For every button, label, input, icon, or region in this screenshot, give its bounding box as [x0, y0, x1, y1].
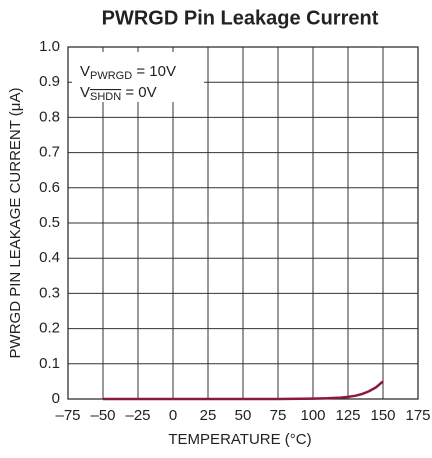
x-tick-label: –50: [90, 407, 115, 424]
y-tick-label: 0.3: [39, 284, 60, 301]
y-tick-label: 0.8: [39, 108, 60, 125]
annotation-box: [72, 52, 204, 102]
annotation-subscript: SHDN: [90, 91, 121, 103]
x-tick-label: –25: [125, 407, 150, 424]
data-line: [103, 380, 384, 401]
y-tick-label: 0.6: [39, 179, 60, 196]
y-tick-label: 0.7: [39, 144, 60, 161]
annotation: VSHDN = 0V: [80, 84, 157, 103]
annotation-subscript: PWRGD: [90, 70, 132, 82]
x-axis-label: TEMPERATURE (°C): [168, 431, 311, 448]
y-tick-label: 0: [52, 390, 60, 407]
y-tick-label: 0.9: [39, 73, 60, 90]
x-tick-label: 175: [405, 407, 430, 424]
x-tick-label: 150: [370, 407, 395, 424]
y-axis-label: PWRGD PIN LEAKAGE CURRENT (μA): [7, 88, 24, 359]
y-tick-label: 0.4: [39, 249, 60, 266]
x-tick-label: 25: [200, 407, 217, 424]
y-tick-label: 1.0: [39, 38, 60, 55]
x-tick-label: 50: [235, 407, 252, 424]
y-tick-label: 0.1: [39, 355, 60, 372]
annotation-value: = 10V: [132, 63, 176, 80]
annotation: VPWRGD = 10V: [80, 63, 176, 82]
x-tick-label: 75: [270, 407, 287, 424]
x-tick-label: 125: [335, 407, 360, 424]
annotation-symbol: V: [80, 63, 90, 80]
chart-title: PWRGD Pin Leakage Current: [102, 7, 379, 29]
annotation-symbol: V: [80, 84, 90, 101]
y-tick-label: 0.5: [39, 214, 60, 231]
y-tick-label: 0.2: [39, 320, 60, 337]
x-tick-label: 100: [300, 407, 325, 424]
x-tick-label: 0: [169, 407, 177, 424]
x-tick-label: –75: [55, 407, 80, 424]
annotation-value: = 0V: [121, 84, 156, 101]
